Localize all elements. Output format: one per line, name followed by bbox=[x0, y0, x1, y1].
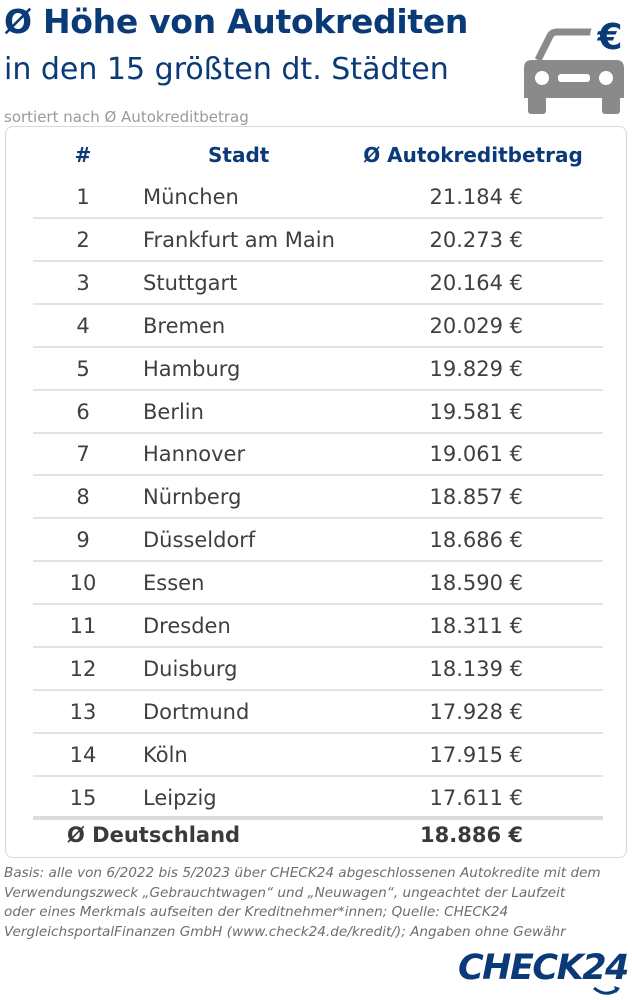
source-line: Basis: alle von 6/2022 bis 5/2023 über C… bbox=[4, 865, 601, 881]
table-row: 12 Duisburg 18.139 € bbox=[33, 649, 603, 691]
rank-cell: 3 bbox=[76, 270, 90, 295]
table-row: 7 Hannover 19.061 € bbox=[33, 434, 603, 477]
amount-cell: 20.273 € bbox=[429, 227, 523, 252]
source-line: oder eines Merkmals aufseiten der Kredit… bbox=[4, 904, 509, 920]
amount-cell: 17.611 € bbox=[429, 785, 523, 810]
rank-cell: 11 bbox=[69, 614, 97, 638]
svg-text:€: € bbox=[596, 17, 622, 58]
amount-cell: 18.139 € bbox=[429, 656, 523, 681]
amount-cell: 18.311 € bbox=[429, 614, 523, 638]
rank-cell: 14 bbox=[69, 742, 97, 767]
total-row: Ø Deutschland 18.886 € bbox=[33, 821, 603, 853]
city-cell: Frankfurt am Main bbox=[143, 227, 335, 252]
table-header: # Stadt Ø Autokreditbetrag bbox=[6, 143, 626, 173]
table-row: 2 Frankfurt am Main 20.273 € bbox=[33, 220, 603, 262]
city-cell: Leipzig bbox=[143, 785, 217, 810]
rank-cell: 12 bbox=[69, 656, 97, 681]
table-row: 14 Köln 17.915 € bbox=[33, 735, 603, 777]
table-row: 1 München 21.184 € bbox=[33, 177, 603, 219]
rank-cell: 6 bbox=[76, 399, 90, 424]
city-cell: München bbox=[143, 185, 239, 209]
city-cell: Essen bbox=[143, 571, 205, 596]
total-amount: 18.886 € bbox=[420, 823, 523, 847]
amount-cell: 19.829 € bbox=[429, 356, 523, 381]
city-cell: Nürnberg bbox=[143, 485, 242, 510]
rank-cell: 15 bbox=[69, 785, 97, 810]
rank-cell: 5 bbox=[76, 356, 90, 381]
rank-cell: 2 bbox=[76, 227, 90, 252]
city-cell: Hannover bbox=[143, 442, 246, 467]
source-note: Basis: alle von 6/2022 bis 5/2023 über C… bbox=[4, 864, 624, 942]
city-cell: Dortmund bbox=[143, 699, 250, 724]
page-subtitle: in den 15 größten dt. Städten bbox=[4, 52, 449, 87]
amount-cell: 20.029 € bbox=[429, 313, 523, 338]
city-cell: Düsseldorf bbox=[143, 528, 256, 553]
logo-swoosh-icon bbox=[593, 986, 620, 995]
total-label: Ø Deutschland bbox=[67, 823, 241, 847]
table-row: 13 Dortmund 17.928 € bbox=[33, 692, 603, 734]
source-line: VergleichsportalFinanzen GmbH (www.check… bbox=[4, 923, 566, 940]
amount-cell: 17.928 € bbox=[429, 699, 523, 724]
table-row: 11 Dresden 18.311 € bbox=[33, 606, 603, 648]
city-cell: Stuttgart bbox=[143, 270, 238, 295]
rank-cell: 4 bbox=[76, 313, 90, 338]
sort-note: sortiert nach Ø Autokreditbetrag bbox=[4, 108, 249, 126]
table-row: 5 Hamburg 19.829 € bbox=[33, 349, 603, 391]
city-cell: Köln bbox=[143, 742, 188, 767]
ranking-table: # Stadt Ø Autokreditbetrag 1 München 21.18… bbox=[5, 126, 627, 858]
amount-cell: 19.581 € bbox=[429, 399, 523, 424]
table-row: 3 Stuttgart 20.164 € bbox=[33, 263, 603, 305]
amount-cell: 20.164 € bbox=[429, 270, 523, 295]
table-row: 6 Berlin 19.581 € bbox=[33, 392, 603, 434]
city-cell: Berlin bbox=[143, 399, 204, 424]
amount-cell: 17.915 € bbox=[429, 742, 523, 767]
city-cell: Dresden bbox=[143, 614, 231, 638]
source-line: Verwendungszweck „Gebrauchtwagen“ und „N… bbox=[4, 884, 566, 901]
rank-cell: 9 bbox=[76, 528, 90, 553]
city-cell: Duisburg bbox=[143, 656, 238, 681]
rank-cell: 10 bbox=[69, 571, 97, 596]
amount-cell: 18.686 € bbox=[429, 528, 523, 553]
rank-cell: 13 bbox=[69, 699, 97, 724]
table-row: 4 Bremen 20.029 € bbox=[33, 306, 603, 348]
city-cell: Hamburg bbox=[143, 356, 241, 381]
table-row: 8 Nürnberg 18.857 € bbox=[33, 477, 603, 520]
amount-cell: 18.590 € bbox=[429, 571, 523, 596]
check24-logo: CHECK24 bbox=[458, 948, 629, 988]
amount-cell: 18.857 € bbox=[429, 485, 523, 510]
rank-cell: 1 bbox=[76, 185, 90, 209]
rank-cell: 8 bbox=[76, 485, 90, 510]
amount-cell: 19.061 € bbox=[429, 442, 523, 467]
page-title: Ø Höhe von Autokrediten bbox=[4, 2, 469, 41]
table-row: 15 Leipzig 17.611 € bbox=[33, 778, 603, 820]
city-cell: Bremen bbox=[143, 313, 226, 338]
column-header-city: Stadt bbox=[208, 143, 270, 167]
rank-cell: 7 bbox=[76, 442, 90, 467]
amount-cell: 21.184 € bbox=[429, 185, 523, 209]
table-row: 10 Essen 18.590 € bbox=[33, 563, 603, 606]
table-row: 9 Düsseldorf 18.686 € bbox=[33, 520, 603, 563]
column-header-rank: # bbox=[74, 143, 92, 167]
column-header-amount: Ø Autokreditbetrag bbox=[363, 143, 583, 167]
car-euro-icon: € bbox=[524, 16, 630, 114]
